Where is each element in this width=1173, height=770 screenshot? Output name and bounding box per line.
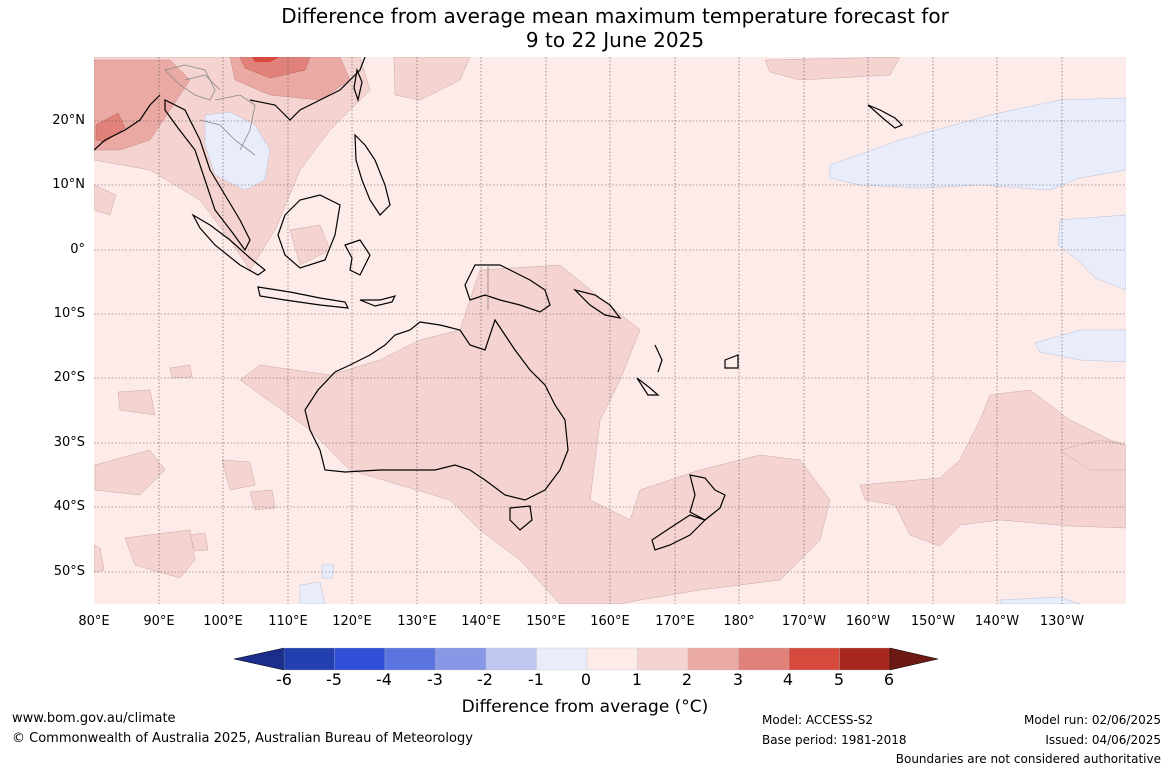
lon-label-130e: 130°E	[397, 614, 437, 629]
lon-label-90e: 90°E	[143, 614, 175, 629]
colorbar-title: Difference from average (°C)	[461, 697, 709, 717]
lon-label-100e: 100°E	[203, 614, 243, 629]
tasmania-coast	[509, 505, 533, 531]
country-borders	[164, 64, 489, 310]
cbar-tick-minus-3: -3	[427, 670, 443, 689]
colorbar-extend-low	[233, 647, 285, 671]
colorbar-extend-high	[889, 647, 939, 671]
colorbar-segment	[334, 647, 386, 671]
colorbar-segment	[637, 647, 689, 671]
new-caledonia-coast	[636, 377, 660, 396]
lat-label-20s: 20°S	[53, 370, 85, 385]
cbar-tick-minus-5: -5	[326, 670, 342, 689]
lon-label-170e: 170°E	[655, 614, 695, 629]
lon-label-180: 180°	[723, 614, 755, 629]
map-title: Difference from average mean maximum tem…	[0, 4, 1173, 52]
colorbar-segment	[687, 647, 739, 671]
lon-label-80e: 80°E	[78, 614, 110, 629]
lon-label-150w: 150°W	[910, 614, 956, 629]
java-coast	[257, 286, 350, 309]
lat-label-20n: 20°N	[52, 113, 85, 128]
cbar-tick-minus-1: -1	[528, 670, 544, 689]
new-zealand-north	[689, 474, 726, 521]
colorbar-segment	[435, 647, 487, 671]
cbar-tick-minus-2: -2	[477, 670, 493, 689]
cbar-tick-0: 0	[580, 670, 592, 689]
map-area	[94, 57, 1126, 604]
website-link[interactable]: www.bom.gov.au/climate	[12, 711, 176, 726]
boundaries-disclaimer: Boundaries are not considered authoritat…	[895, 752, 1161, 766]
lon-label-160e: 160°E	[590, 614, 630, 629]
new-guinea-coast	[464, 264, 551, 313]
cbar-tick-4: 4	[782, 670, 794, 689]
lat-label-30s: 30°S	[53, 435, 85, 450]
base-period: Base period: 1981-2018	[762, 733, 907, 747]
lat-label-10s: 10°S	[53, 306, 85, 321]
lon-label-110e: 110°E	[268, 614, 308, 629]
colorbar-segment	[536, 647, 588, 671]
graticule	[94, 57, 1126, 604]
timor-coast	[359, 295, 397, 307]
sumatra-coast	[191, 213, 266, 276]
cbar-tick-minus-6: -6	[276, 670, 292, 689]
sulawesi-coast	[344, 239, 371, 276]
lat-label-50s: 50°S	[53, 564, 85, 579]
new-zealand-south	[651, 514, 707, 551]
vanuatu-coast	[654, 344, 663, 373]
lon-label-150e: 150°E	[526, 614, 566, 629]
australia-coast	[304, 318, 569, 501]
coastlines	[94, 57, 904, 551]
cbar-tick-5: 5	[833, 670, 845, 689]
india-coast	[94, 94, 161, 151]
anomaly-3-to-4	[95, 57, 311, 143]
cbar-tick-2: 2	[681, 670, 693, 689]
issued-date: Issued: 04/06/2025	[1045, 733, 1161, 747]
lon-label-120e: 120°E	[332, 614, 372, 629]
hawaii-coast	[867, 104, 904, 129]
fiji-coast	[724, 354, 739, 369]
title-line-1: Difference from average mean maximum tem…	[281, 4, 949, 28]
colorbar-segment	[738, 647, 790, 671]
lon-label-170w: 170°W	[781, 614, 827, 629]
solomons-coast	[573, 288, 622, 319]
colorbar-segment	[485, 647, 537, 671]
colorbar	[233, 647, 939, 671]
anomaly-4-to-5	[252, 57, 280, 62]
colorbar-segment	[384, 647, 436, 671]
colorbar-segment	[788, 647, 840, 671]
model-name: Model: ACCESS-S2	[762, 713, 874, 727]
taiwan-coast	[353, 67, 363, 103]
lon-label-140e: 140°E	[461, 614, 501, 629]
cbar-tick-1: 1	[631, 670, 643, 689]
cbar-tick-3: 3	[732, 670, 744, 689]
borneo-coast	[277, 194, 341, 269]
lat-label-0: 0°	[70, 242, 85, 257]
copyright-text: © Commonwealth of Australia 2025, Austra…	[12, 731, 473, 746]
lat-label-10n: 10°N	[52, 177, 85, 192]
cbar-tick-minus-4: -4	[376, 670, 392, 689]
lat-label-40s: 40°S	[53, 499, 85, 514]
lon-label-140w: 140°W	[974, 614, 1020, 629]
lon-label-130w: 130°W	[1039, 614, 1085, 629]
cbar-tick-6: 6	[883, 670, 895, 689]
colorbar-segment	[839, 647, 891, 671]
anomaly-0-to-minus-1	[204, 97, 1126, 604]
indochina-coast	[164, 99, 251, 252]
colorbar-segment	[283, 647, 335, 671]
philippines-coast	[354, 133, 391, 216]
colorbar-segment	[586, 647, 638, 671]
model-run-date: Model run: 02/06/2025	[1023, 713, 1161, 727]
title-line-2: 9 to 22 June 2025	[525, 28, 705, 52]
lon-label-160w: 160°W	[845, 614, 891, 629]
